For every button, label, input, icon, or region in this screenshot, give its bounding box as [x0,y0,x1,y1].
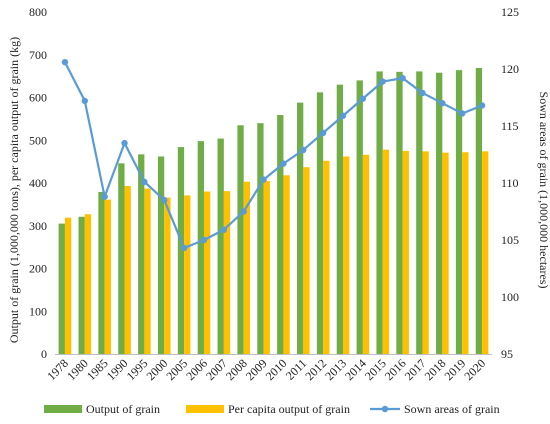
bar-per-capita-output-of-grain [64,217,72,354]
bar-output-of-grain [316,92,324,355]
bar-per-capita-output-of-grain [263,180,270,354]
bar-output-of-grain [98,191,105,354]
bar-per-capita-output-of-grain [343,156,350,354]
right-axis-tick-label: 95 [501,347,513,361]
bar-output-of-grain [296,102,304,354]
left-axis-tick-label: 800 [29,5,47,19]
left-axis-tick-label: 100 [29,304,47,318]
sown-area-point [459,110,466,117]
bar-per-capita-output-of-grain [203,191,211,354]
bar-output-of-grain [416,71,423,355]
bar-per-capita-output-of-grain [422,151,429,354]
bar-output-of-grain [237,125,244,354]
legend-label: Output of grain [86,402,160,416]
bar-output-of-grain [475,68,483,354]
bar-output-of-grain [197,141,204,354]
legend-swatch [44,405,82,413]
sown-area-point [81,97,88,105]
sown-area-point [180,244,188,252]
right-axis-tick-label: 115 [501,119,519,133]
bar-output-of-grain [157,156,165,354]
bar-per-capita-output-of-grain [303,167,310,354]
bar-output-of-grain [257,123,264,355]
bar-per-capita-output-of-grain [124,185,131,354]
bar-output-of-grain [177,147,185,354]
bar-output-of-grain [436,72,443,354]
sown-area-point [61,58,69,66]
sown-area-point [359,95,367,102]
x-axis-tick-label: 2020 [461,356,488,383]
bar-per-capita-output-of-grain [243,181,251,354]
bar-output-of-grain [118,163,125,354]
sown-area-point [419,89,426,97]
sown-area-point [280,160,287,167]
sown-area-point [240,208,247,215]
bar-output-of-grain [78,216,85,354]
bar-output-of-grain [58,223,65,354]
bar-output-of-grain [217,138,224,354]
sown-area-point [161,196,168,204]
right-axis-tick-label: 105 [501,233,519,247]
left-axis-tick-label: 400 [29,176,47,190]
sown-area-point [220,226,228,233]
sown-area-point [399,74,406,82]
sown-area-point [339,112,347,119]
sown-area-point [200,236,208,244]
bar-per-capita-output-of-grain [144,188,151,354]
left-axis-tick-label: 300 [29,219,47,233]
sown-area-point [379,78,386,85]
bar-per-capita-output-of-grain [442,152,449,354]
legend-swatch [186,405,224,413]
sown-area-line [63,61,483,250]
bar-output-of-grain [356,80,363,355]
sown-area-point [439,100,446,107]
bar-per-capita-output-of-grain [283,175,290,354]
bar-per-capita-output-of-grain [323,160,330,354]
bar-per-capita-output-of-grain [402,150,409,354]
bar-output-of-grain [277,115,284,354]
bar-per-capita-output-of-grain [223,191,231,354]
bar-per-capita-output-of-grain [84,214,92,354]
bar-output-of-grain [336,84,344,355]
bar-per-capita-output-of-grain [362,154,370,354]
legend-marker [381,405,389,413]
left-axis-title: Output of grain (1,000,000 tons), per ca… [7,37,21,343]
sown-area-point [121,139,128,147]
bar-per-capita-output-of-grain [104,199,111,354]
legend-label: Sown areas of grain [404,402,500,416]
bar-per-capita-output-of-grain [382,149,390,354]
left-axis-tick-label: 700 [29,48,47,62]
bar-output-of-grain [376,71,383,355]
bar-per-capita-output-of-grain [482,151,489,354]
left-axis-tick-label: 500 [29,133,47,147]
bar-output-of-grain [455,70,463,354]
sown-area-point [300,146,307,154]
left-axis-tick-label: 200 [29,262,47,276]
sown-area-point [319,129,327,137]
right-axis-tick-label: 100 [501,290,519,304]
bar-per-capita-output-of-grain [164,197,171,354]
sown-area-point [141,178,148,186]
sown-area-point [260,176,267,183]
bar-per-capita-output-of-grain [462,152,469,354]
bar-per-capita-output-of-grain [184,195,191,354]
bar-output-of-grain [138,154,145,354]
left-axis-tick-label: 600 [29,91,47,105]
legend-label: Per capita output of grain [228,402,350,416]
right-axis-tick-label: 125 [501,5,519,19]
bar-output-of-grain [396,71,403,354]
right-axis-tick-label: 110 [501,176,519,190]
sown-area-point [478,102,486,109]
sown-area-point [101,193,108,200]
left-axis-tick-label: 0 [41,347,47,361]
right-axis-tick-label: 120 [501,62,519,76]
right-axis-title: Sown areas of grain (1,000,000 hectares) [537,92,550,289]
